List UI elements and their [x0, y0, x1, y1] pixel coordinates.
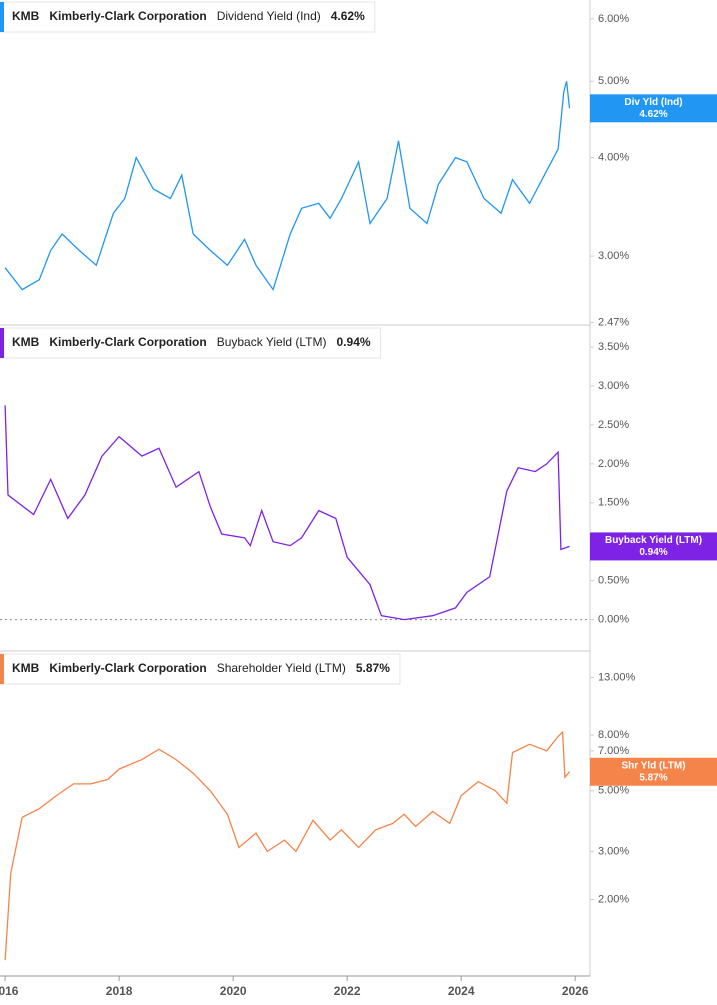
y-tick-label: 0.00% [598, 614, 629, 626]
y-tick-label: 2.00% [598, 458, 629, 470]
header-box [0, 653, 401, 685]
series-line [4, 405, 570, 621]
y-tick-label: 7.00% [598, 745, 629, 757]
y-tick-label: 13.00% [598, 671, 636, 683]
x-tick-label: 2022 [334, 984, 361, 998]
y-tick-label: 6.00% [598, 13, 629, 25]
series-line [4, 730, 571, 961]
header-accent [0, 328, 4, 358]
y-tick-label: 3.00% [598, 845, 629, 857]
y-tick-label: 5.00% [598, 785, 629, 797]
header-accent [0, 654, 4, 684]
y-tick-label: 3.50% [598, 341, 629, 353]
y-tick-label: 4.00% [598, 152, 629, 164]
y-tick-label: 0.50% [598, 575, 629, 587]
value-tag-value: 4.62% [639, 109, 667, 120]
x-tick-label: 2024 [448, 984, 475, 998]
value-tag [590, 94, 717, 123]
header-metric: Dividend Yield (Ind) [217, 9, 321, 23]
y-tick-label: 1.50% [598, 497, 629, 509]
y-tick-label: 3.00% [598, 380, 629, 392]
series-line [4, 81, 571, 292]
header-current: 5.87% [356, 661, 390, 675]
header-box [0, 1, 376, 33]
header-ticker: KMB [12, 335, 40, 349]
header-current: 0.94% [337, 335, 371, 349]
y-tick-label: 3.00% [598, 250, 629, 262]
x-tick-label: 2016 [0, 984, 19, 998]
header-company: Kimberly-Clark Corporation [49, 661, 206, 675]
header-metric: Shareholder Yield (LTM) [217, 661, 346, 675]
header-metric: Buyback Yield (LTM) [217, 335, 327, 349]
value-tag [590, 757, 717, 786]
value-tag [590, 532, 717, 561]
y-tick-label: 2.00% [598, 893, 629, 905]
value-tag-name: Shr Yld (LTM) [621, 760, 685, 771]
x-tick-label: 2020 [220, 984, 247, 998]
x-tick-label: 2018 [106, 984, 133, 998]
header-box [0, 327, 382, 359]
header-accent [0, 2, 4, 32]
value-tag-name: Div Yld (Ind) [624, 97, 682, 108]
x-tick-label: 2026 [562, 984, 589, 998]
y-tick-label: 5.00% [598, 75, 629, 87]
value-tag-value: 0.94% [639, 547, 667, 558]
value-tag-value: 5.87% [639, 772, 667, 783]
header-company: Kimberly-Clark Corporation [49, 9, 206, 23]
header-company: Kimberly-Clark Corporation [49, 335, 206, 349]
y-tick-label: 2.47% [598, 317, 629, 329]
y-tick-label: 8.00% [598, 729, 629, 741]
header-ticker: KMB [12, 661, 40, 675]
header-current: 4.62% [331, 9, 365, 23]
header-ticker: KMB [12, 9, 40, 23]
y-tick-label: 2.50% [598, 419, 629, 431]
value-tag-name: Buyback Yield (LTM) [605, 535, 702, 546]
